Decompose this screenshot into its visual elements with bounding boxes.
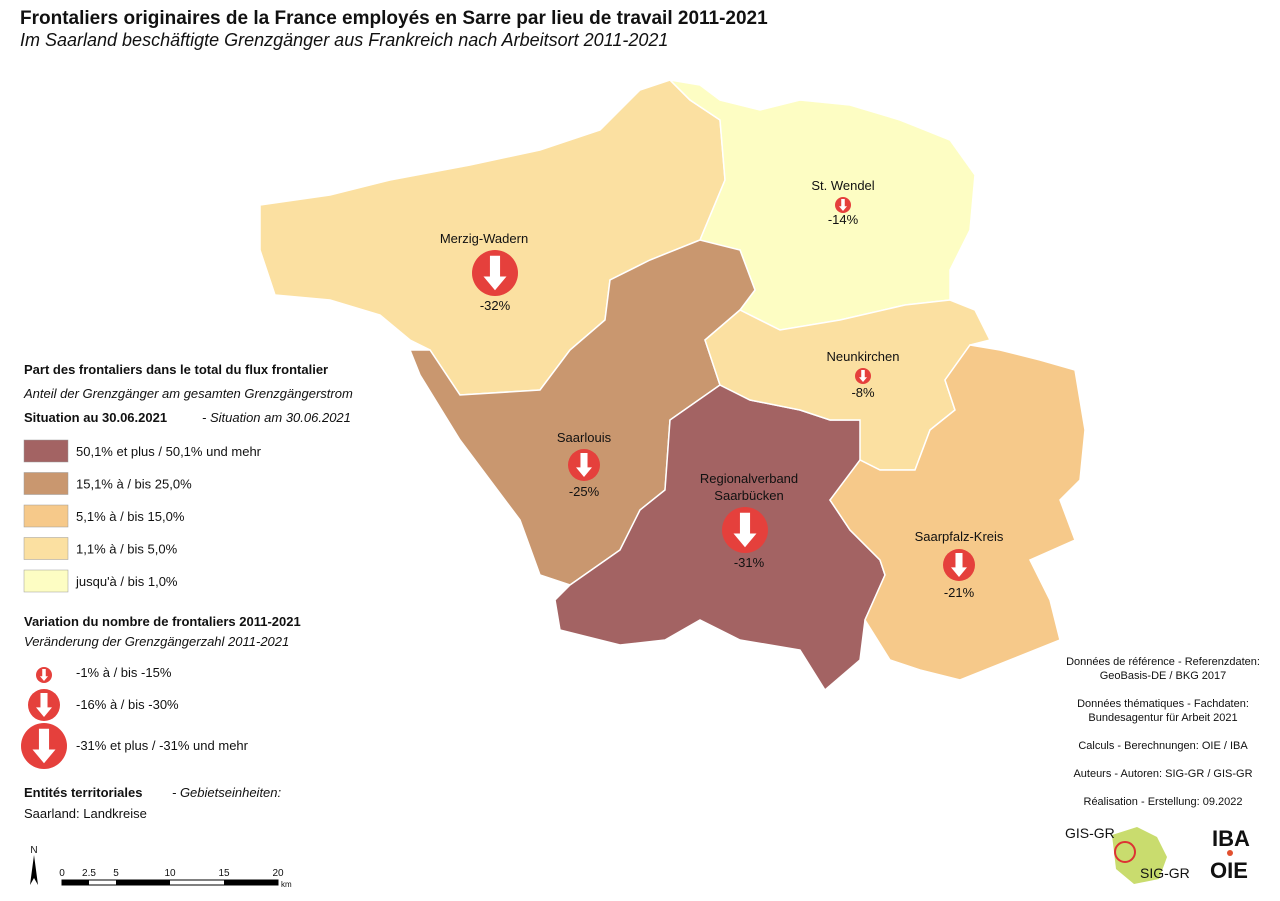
scale-tick: 20: [272, 868, 284, 879]
logos: GIS-GR SIG-GR IBA OIE: [1065, 825, 1250, 884]
variation-class: -31% et plus / -31% und mehr: [76, 738, 249, 753]
scale-tick: 2.5: [82, 868, 96, 879]
change-arrow: [40, 669, 48, 681]
legend-swatch: [23, 537, 69, 560]
variation-class: -16% à / bis -30%: [76, 697, 179, 712]
title: Frontaliers originaires de la France emp…: [20, 8, 768, 29]
region-name: Saarpfalz-Kreis: [915, 529, 1004, 544]
scale-tick: 5: [113, 868, 119, 879]
region-change: -14%: [828, 212, 859, 227]
region-name: Saarbücken: [714, 488, 783, 503]
scale-seg: [116, 880, 170, 885]
change-arrow: [839, 199, 847, 211]
change-arrow: [733, 512, 757, 548]
variation-title: Variation du nombre de frontaliers 2011-…: [24, 614, 301, 629]
logo-target: [1114, 841, 1136, 863]
region-change: -31%: [734, 555, 765, 570]
region-name: St. Wendel: [811, 178, 874, 193]
region-name: Merzig-Wadern: [440, 231, 528, 246]
credit: Bundesagentur für Arbeit 2021: [1088, 712, 1237, 724]
region-change: -21%: [944, 585, 975, 600]
logo-gis: GIS-GR: [1065, 825, 1115, 841]
legend-situation-de: - Situation am 30.06.2021: [202, 410, 351, 425]
logo-iba: IBA: [1212, 826, 1250, 851]
logo-sig: SIG-GR: [1140, 865, 1190, 881]
entities-title: Entités territoriales: [24, 785, 143, 800]
credit: Données thématiques - Fachdaten:: [1077, 698, 1249, 710]
entities-value: Saarland: Landkreise: [24, 806, 147, 821]
legend-label: 50,1% et plus / 50,1% und mehr: [76, 444, 262, 459]
region: [829, 344, 1086, 681]
scale-seg: [224, 880, 278, 885]
legend-situation: Situation au 30.06.2021: [24, 410, 167, 425]
credit: Calculs - Berechnungen: OIE / IBA: [1078, 740, 1248, 752]
entities-subtitle: - Gebietseinheiten:: [172, 785, 282, 800]
scale-seg: [62, 880, 89, 885]
legend-swatch: [23, 472, 69, 495]
scale-tick: 0: [59, 868, 65, 879]
subtitle: Im Saarland beschäftigte Grenzgänger aus…: [20, 30, 668, 50]
scale-tick: 10: [164, 868, 176, 879]
change-arrow: [36, 693, 52, 717]
region-name: Regionalverband: [700, 471, 798, 486]
variation-class: -1% à / bis -15%: [76, 665, 172, 680]
region-change: -32%: [480, 298, 511, 313]
credit: Réalisation - Erstellung: 09.2022: [1084, 796, 1243, 808]
credit: Auteurs - Autoren: SIG-GR / GIS-GR: [1073, 768, 1252, 780]
legend-label: 5,1% à / bis 15,0%: [76, 509, 185, 524]
north-arrow: [30, 855, 38, 885]
legend-subtitle: Anteil der Grenzgänger am gesamten Grenz…: [23, 386, 353, 401]
legend-label: 1,1% à / bis 5,0%: [76, 542, 178, 557]
legend-swatch: [23, 504, 69, 528]
legend-title: Part des frontaliers dans le total du fl…: [24, 362, 328, 377]
legend-label: 15,1% à / bis 25,0%: [76, 477, 192, 492]
variation-subtitle: Veränderung der Grenzgängerzahl 2011-202…: [24, 634, 289, 649]
credit: Données de référence - Referenzdaten:: [1066, 656, 1260, 668]
north-label: N: [30, 845, 37, 856]
region-change: -25%: [569, 484, 600, 499]
scale-bar: N 0 2.5 5 10 15 20 km: [30, 845, 292, 889]
change-arrow: [483, 255, 507, 291]
scale-tick: 15: [218, 868, 230, 879]
legend-label: jusqu'à / bis 1,0%: [75, 574, 178, 589]
region-name: Saarlouis: [557, 430, 612, 445]
change-arrow: [859, 370, 867, 382]
credit: GeoBasis-DE / BKG 2017: [1100, 670, 1227, 682]
region-name: Neunkirchen: [827, 349, 900, 364]
legend-swatch: [23, 439, 69, 463]
legend-swatch: [23, 569, 69, 593]
region-change: -8%: [851, 385, 875, 400]
logo-oie: OIE: [1210, 858, 1248, 883]
change-arrow: [576, 453, 592, 477]
change-arrow: [951, 553, 967, 577]
scale-unit: km: [281, 880, 292, 889]
change-arrow: [32, 728, 56, 764]
logo-dot: [1227, 850, 1233, 856]
